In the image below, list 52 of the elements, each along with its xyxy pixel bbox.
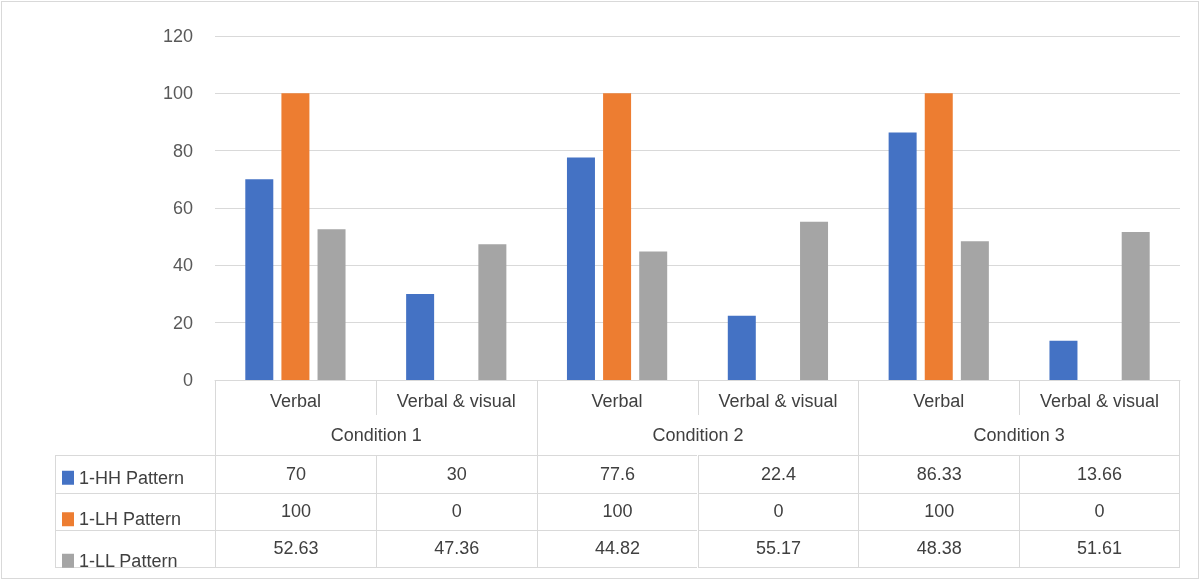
- x-tick-label: Verbal: [913, 391, 965, 411]
- x-tick-label: Verbal: [269, 391, 321, 411]
- bar: [406, 294, 435, 380]
- bar: [566, 157, 595, 380]
- bar: [317, 229, 346, 380]
- x-tick-label: Verbal & visual: [396, 391, 516, 411]
- data-label: 100: [536, 492, 698, 530]
- y-tick-label: 100: [162, 83, 193, 104]
- data-label: 77.6: [536, 455, 698, 493]
- data-label: 70: [215, 455, 376, 493]
- bar: [281, 93, 310, 380]
- y-tick-label: 0: [182, 370, 193, 390]
- bar: [1049, 340, 1078, 380]
- data-label: 22.4: [697, 455, 859, 493]
- bar: [800, 221, 829, 380]
- bar: [478, 244, 507, 380]
- text: Condition 2: [536, 415, 859, 455]
- data-label: 48.38: [858, 530, 1020, 568]
- data-label: 0: [697, 492, 859, 530]
- x-tick-label: Verbal & visual: [718, 391, 838, 411]
- bar: [888, 132, 917, 380]
- bar: [603, 93, 632, 380]
- data-label: 0: [375, 492, 537, 530]
- bar: [924, 93, 953, 380]
- bar: [639, 251, 668, 380]
- data-label: 0: [1019, 492, 1180, 530]
- data-label: 47.36: [375, 530, 537, 568]
- data-label: 100: [858, 492, 1020, 530]
- data-label: 13.66: [1019, 455, 1180, 493]
- y-tick-label: 40: [172, 255, 193, 276]
- text: Condition 3: [858, 415, 1180, 455]
- x-tick-label: Verbal: [591, 391, 643, 411]
- y-tick-label: 120: [162, 26, 193, 46]
- x-tick-label: Verbal & visual: [1040, 391, 1160, 411]
- data-label: 52.63: [215, 530, 376, 568]
- bar: [727, 315, 756, 380]
- y-tick-label: 80: [172, 140, 193, 161]
- legend-label: 1-HH Pattern: [79, 467, 185, 488]
- data-label: 51.61: [1019, 530, 1180, 568]
- bar: [245, 179, 274, 380]
- legend-label: 1-LH Pattern: [79, 509, 182, 530]
- bar: [1121, 232, 1150, 380]
- bar: [960, 241, 989, 380]
- y-tick-label: 20: [172, 312, 193, 333]
- data-label: 100: [215, 492, 376, 530]
- legend-label: 1-LL Pattern: [79, 550, 178, 571]
- data-label: 30: [375, 455, 537, 493]
- text: Condition 1: [215, 415, 537, 455]
- data-label: 44.82: [536, 530, 698, 568]
- data-label: 55.17: [697, 530, 859, 568]
- data-label: 86.33: [858, 455, 1020, 493]
- y-tick-label: 60: [172, 198, 193, 218]
